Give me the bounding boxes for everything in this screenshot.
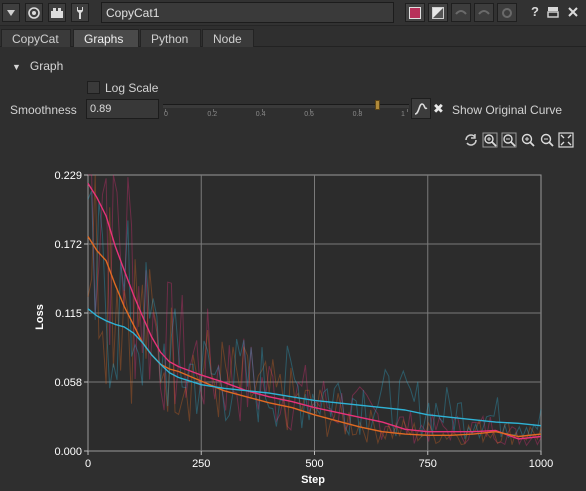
raw-loss-trace bbox=[88, 174, 542, 447]
triangle-down-icon bbox=[7, 9, 15, 16]
tab-bar: CopyCat Graphs Python Node bbox=[0, 28, 586, 47]
slider-tick-label: 0.6 bbox=[304, 111, 314, 118]
raw-loss-trace bbox=[87, 190, 542, 440]
slider-tick bbox=[261, 109, 263, 112]
y-tick-label: 0.000 bbox=[54, 446, 82, 458]
y-tick-label: 0.115 bbox=[55, 308, 82, 320]
show-original-checkbox[interactable]: ✖ bbox=[433, 101, 444, 116]
y-axis-label: Loss bbox=[34, 304, 46, 330]
tools-button[interactable] bbox=[71, 3, 89, 22]
node-titlebar: CopyCat1 ? bbox=[0, 0, 586, 26]
y-tick-label: 0.229 bbox=[54, 170, 82, 182]
viewer-button[interactable] bbox=[48, 3, 66, 22]
slider-tick-label: 0.2 bbox=[207, 111, 218, 118]
zoom-out-icon[interactable] bbox=[501, 132, 517, 148]
slider-tick-label: 0.8 bbox=[352, 111, 363, 118]
slider-tick bbox=[310, 109, 312, 112]
redo-icon bbox=[478, 9, 490, 15]
log-scale-checkbox[interactable] bbox=[87, 81, 100, 94]
smoothness-input[interactable]: 0.89 bbox=[86, 99, 159, 119]
raw-loss-trace bbox=[87, 174, 542, 446]
slider-tick-label: 1 bbox=[401, 111, 405, 118]
slider-tick bbox=[165, 109, 166, 112]
y-tick-label: 0.172 bbox=[54, 239, 82, 251]
y-tick-label: 0.058 bbox=[54, 377, 82, 389]
loss-chart[interactable]: 0.000 0.058 0.115 0.172 0.229 0 250 500 750 1000… bbox=[0, 150, 586, 491]
curve-style-button[interactable] bbox=[411, 98, 431, 119]
show-original-label: Show Original Curve bbox=[452, 103, 563, 117]
tab-python[interactable]: Python bbox=[140, 29, 201, 47]
tab-node[interactable]: Node bbox=[202, 29, 254, 47]
zoom-reset-icon[interactable] bbox=[539, 132, 555, 148]
slider-tick bbox=[213, 109, 215, 112]
revert-button[interactable] bbox=[497, 3, 517, 22]
x-tick-label: 250 bbox=[192, 458, 210, 470]
help-button[interactable]: ? bbox=[531, 4, 539, 19]
ink-color-icon bbox=[432, 6, 444, 19]
x-axis-label: Step bbox=[301, 474, 325, 486]
tab-copycat[interactable]: CopyCat bbox=[1, 29, 71, 47]
node-color-button[interactable] bbox=[405, 3, 425, 22]
smoothed-loss-line bbox=[87, 236, 542, 438]
undo-icon bbox=[455, 9, 467, 15]
graph-group-title: Graph bbox=[29, 59, 64, 73]
node-settings-button[interactable] bbox=[25, 3, 43, 22]
x-tick-label: 750 bbox=[419, 458, 437, 470]
log-scale-label: Log Scale bbox=[105, 81, 159, 95]
redo-button[interactable] bbox=[474, 3, 494, 22]
x-tick-label: 1000 bbox=[529, 458, 553, 470]
tab-graphs[interactable]: Graphs bbox=[73, 29, 139, 47]
smoothness-slider-handle[interactable] bbox=[374, 100, 380, 110]
slider-tick-label: 0.4 bbox=[255, 111, 266, 118]
slider-tick bbox=[358, 109, 360, 112]
smoothness-slider[interactable] bbox=[163, 104, 409, 108]
float-panel-icon[interactable] bbox=[547, 6, 561, 20]
slider-tick-label: 0 bbox=[164, 111, 168, 118]
node-color-icon bbox=[409, 6, 421, 19]
smoothed-loss-line bbox=[87, 308, 542, 427]
x-tick-label: 0 bbox=[85, 458, 91, 470]
wrench-icon bbox=[77, 6, 83, 19]
x-tick-label: 500 bbox=[305, 458, 323, 470]
viewer-icon bbox=[51, 7, 63, 18]
refresh-icon[interactable] bbox=[463, 132, 479, 148]
smoothness-label: Smoothness bbox=[10, 103, 77, 117]
undo-button[interactable] bbox=[451, 3, 471, 22]
zoom-fit-icon[interactable] bbox=[482, 132, 498, 148]
collapse-panel-button[interactable] bbox=[2, 3, 20, 22]
node-settings-icon bbox=[28, 6, 40, 19]
ink-color-button[interactable] bbox=[428, 3, 448, 22]
zoom-in-icon[interactable] bbox=[520, 132, 536, 148]
curve-icon bbox=[414, 102, 428, 115]
revert-icon bbox=[502, 7, 512, 18]
triangle-down-icon: ▼ bbox=[12, 62, 21, 72]
node-name-input[interactable]: CopyCat1 bbox=[101, 2, 394, 23]
close-icon[interactable] bbox=[567, 6, 579, 18]
fit-view-icon[interactable] bbox=[558, 132, 574, 148]
graph-group-header[interactable]: ▼ Graph bbox=[12, 59, 63, 73]
slider-tick bbox=[407, 109, 408, 112]
